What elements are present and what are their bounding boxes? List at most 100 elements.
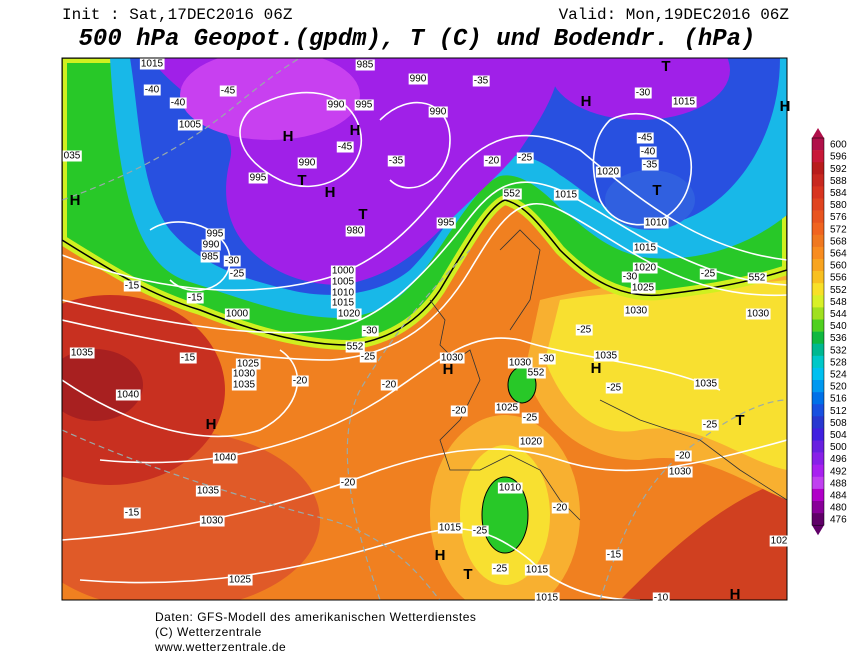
contour-label: 1025 <box>229 575 252 586</box>
pressure-center: H <box>730 586 741 603</box>
contour-label: 1015 <box>536 593 559 604</box>
contour-label: -10 <box>654 593 669 604</box>
label-box <box>339 477 357 489</box>
colorbar-cell <box>812 513 824 526</box>
label-box <box>518 436 544 448</box>
label-box <box>674 450 692 462</box>
label-box <box>139 58 165 70</box>
colorbar-cell <box>812 355 824 369</box>
colorbar-tick-label: 556 <box>830 273 847 284</box>
contour-label: 1010 <box>645 218 668 229</box>
colorbar-tick-label: 520 <box>830 382 847 393</box>
contour-label: 1030 <box>625 306 648 317</box>
contour-label: 990 <box>430 107 447 118</box>
colorbar-tick-label: 584 <box>830 188 847 199</box>
colorbar-cell <box>812 210 824 223</box>
label-box <box>630 282 656 294</box>
label-box <box>186 292 204 304</box>
contour-label: -25 <box>518 153 533 164</box>
contour-label: 1035 <box>71 348 94 359</box>
contour-label: -20 <box>452 406 467 417</box>
label-box <box>551 502 569 514</box>
contour-label: -45 <box>221 86 236 97</box>
contour-label: -25 <box>473 526 488 537</box>
label-box <box>621 271 639 283</box>
map-frame <box>61 57 788 601</box>
footer-line: www.wetterzentrale.de <box>154 640 286 654</box>
contour-label: 990 <box>410 74 427 85</box>
contour-label: -20 <box>553 503 568 514</box>
label-box <box>502 188 522 200</box>
colorbar-tick-label: 588 <box>830 176 847 187</box>
label-box <box>231 379 257 391</box>
colorbar-cell <box>812 367 824 381</box>
colorbar-cell <box>812 138 824 151</box>
colorbar-tick-label: 568 <box>830 236 847 247</box>
contour-label: 1030 <box>201 516 224 527</box>
contour-label: -35 <box>643 160 658 171</box>
colorbar-cell <box>812 259 824 272</box>
colorbar-tick-label: 476 <box>830 515 847 526</box>
pressure-center: H <box>206 416 217 433</box>
contour-label: -20 <box>382 380 397 391</box>
pressure-center: H <box>435 547 446 564</box>
label-box <box>345 341 365 353</box>
contour-label: 1005 <box>179 120 202 131</box>
label-box <box>521 412 539 424</box>
label-box <box>605 382 623 394</box>
pressure-center: H <box>283 128 294 145</box>
contour-label: -30 <box>623 272 638 283</box>
label-box <box>408 73 428 85</box>
label-box <box>69 347 95 359</box>
label-box <box>643 217 669 229</box>
label-box <box>494 402 520 414</box>
contour-label: 1015 <box>141 59 164 70</box>
colorbar-tick-label: 572 <box>830 224 847 235</box>
label-box <box>632 242 658 254</box>
label-box <box>472 75 490 87</box>
label-box <box>428 106 448 118</box>
contour-label: 985 <box>357 60 374 71</box>
contour-label: 552 <box>347 342 364 353</box>
colorbar-tick-label: 512 <box>830 406 847 417</box>
pressure-center: H <box>591 360 602 377</box>
colorbar-tick-label: 480 <box>830 503 847 514</box>
contour-label: 1000 <box>332 266 355 277</box>
label-box <box>330 265 356 277</box>
contour-label: -25 <box>703 420 718 431</box>
colorbar-tick-label: 536 <box>830 333 847 344</box>
label-box <box>235 358 261 370</box>
label-box <box>699 268 717 280</box>
label-box <box>143 84 161 96</box>
colorbar-cell <box>812 464 824 478</box>
colorbar-cell <box>812 283 824 296</box>
label-box <box>387 155 405 167</box>
colorbar-tick-label: 576 <box>830 212 847 223</box>
contour-label: 1035 <box>695 379 718 390</box>
label-box <box>524 564 550 576</box>
label-box <box>497 482 523 494</box>
label-box <box>437 522 463 534</box>
label-box <box>605 549 623 561</box>
colorbar-tick-label: 532 <box>830 345 847 356</box>
contour-label: 1015 <box>673 97 696 108</box>
colorbar-tick-label: 484 <box>830 490 847 501</box>
contour-label: 980 <box>347 226 364 237</box>
label-box <box>667 466 693 478</box>
label-box <box>747 272 767 284</box>
label-box <box>200 251 220 263</box>
contour-label: 1020 <box>597 167 620 178</box>
label-box <box>361 325 379 337</box>
label-box <box>179 352 197 364</box>
colorbar-cell <box>812 222 824 236</box>
colorbar-tick-label: 596 <box>830 152 847 163</box>
contour-label: 1015 <box>634 243 657 254</box>
pressure-center: H <box>70 192 81 209</box>
colorbar-cell <box>812 452 824 465</box>
contour-label: -20 <box>485 156 500 167</box>
label-box <box>227 574 253 586</box>
colorbar-cell <box>812 246 824 260</box>
label-box <box>595 166 621 178</box>
contour-label: 1040 <box>214 453 237 464</box>
